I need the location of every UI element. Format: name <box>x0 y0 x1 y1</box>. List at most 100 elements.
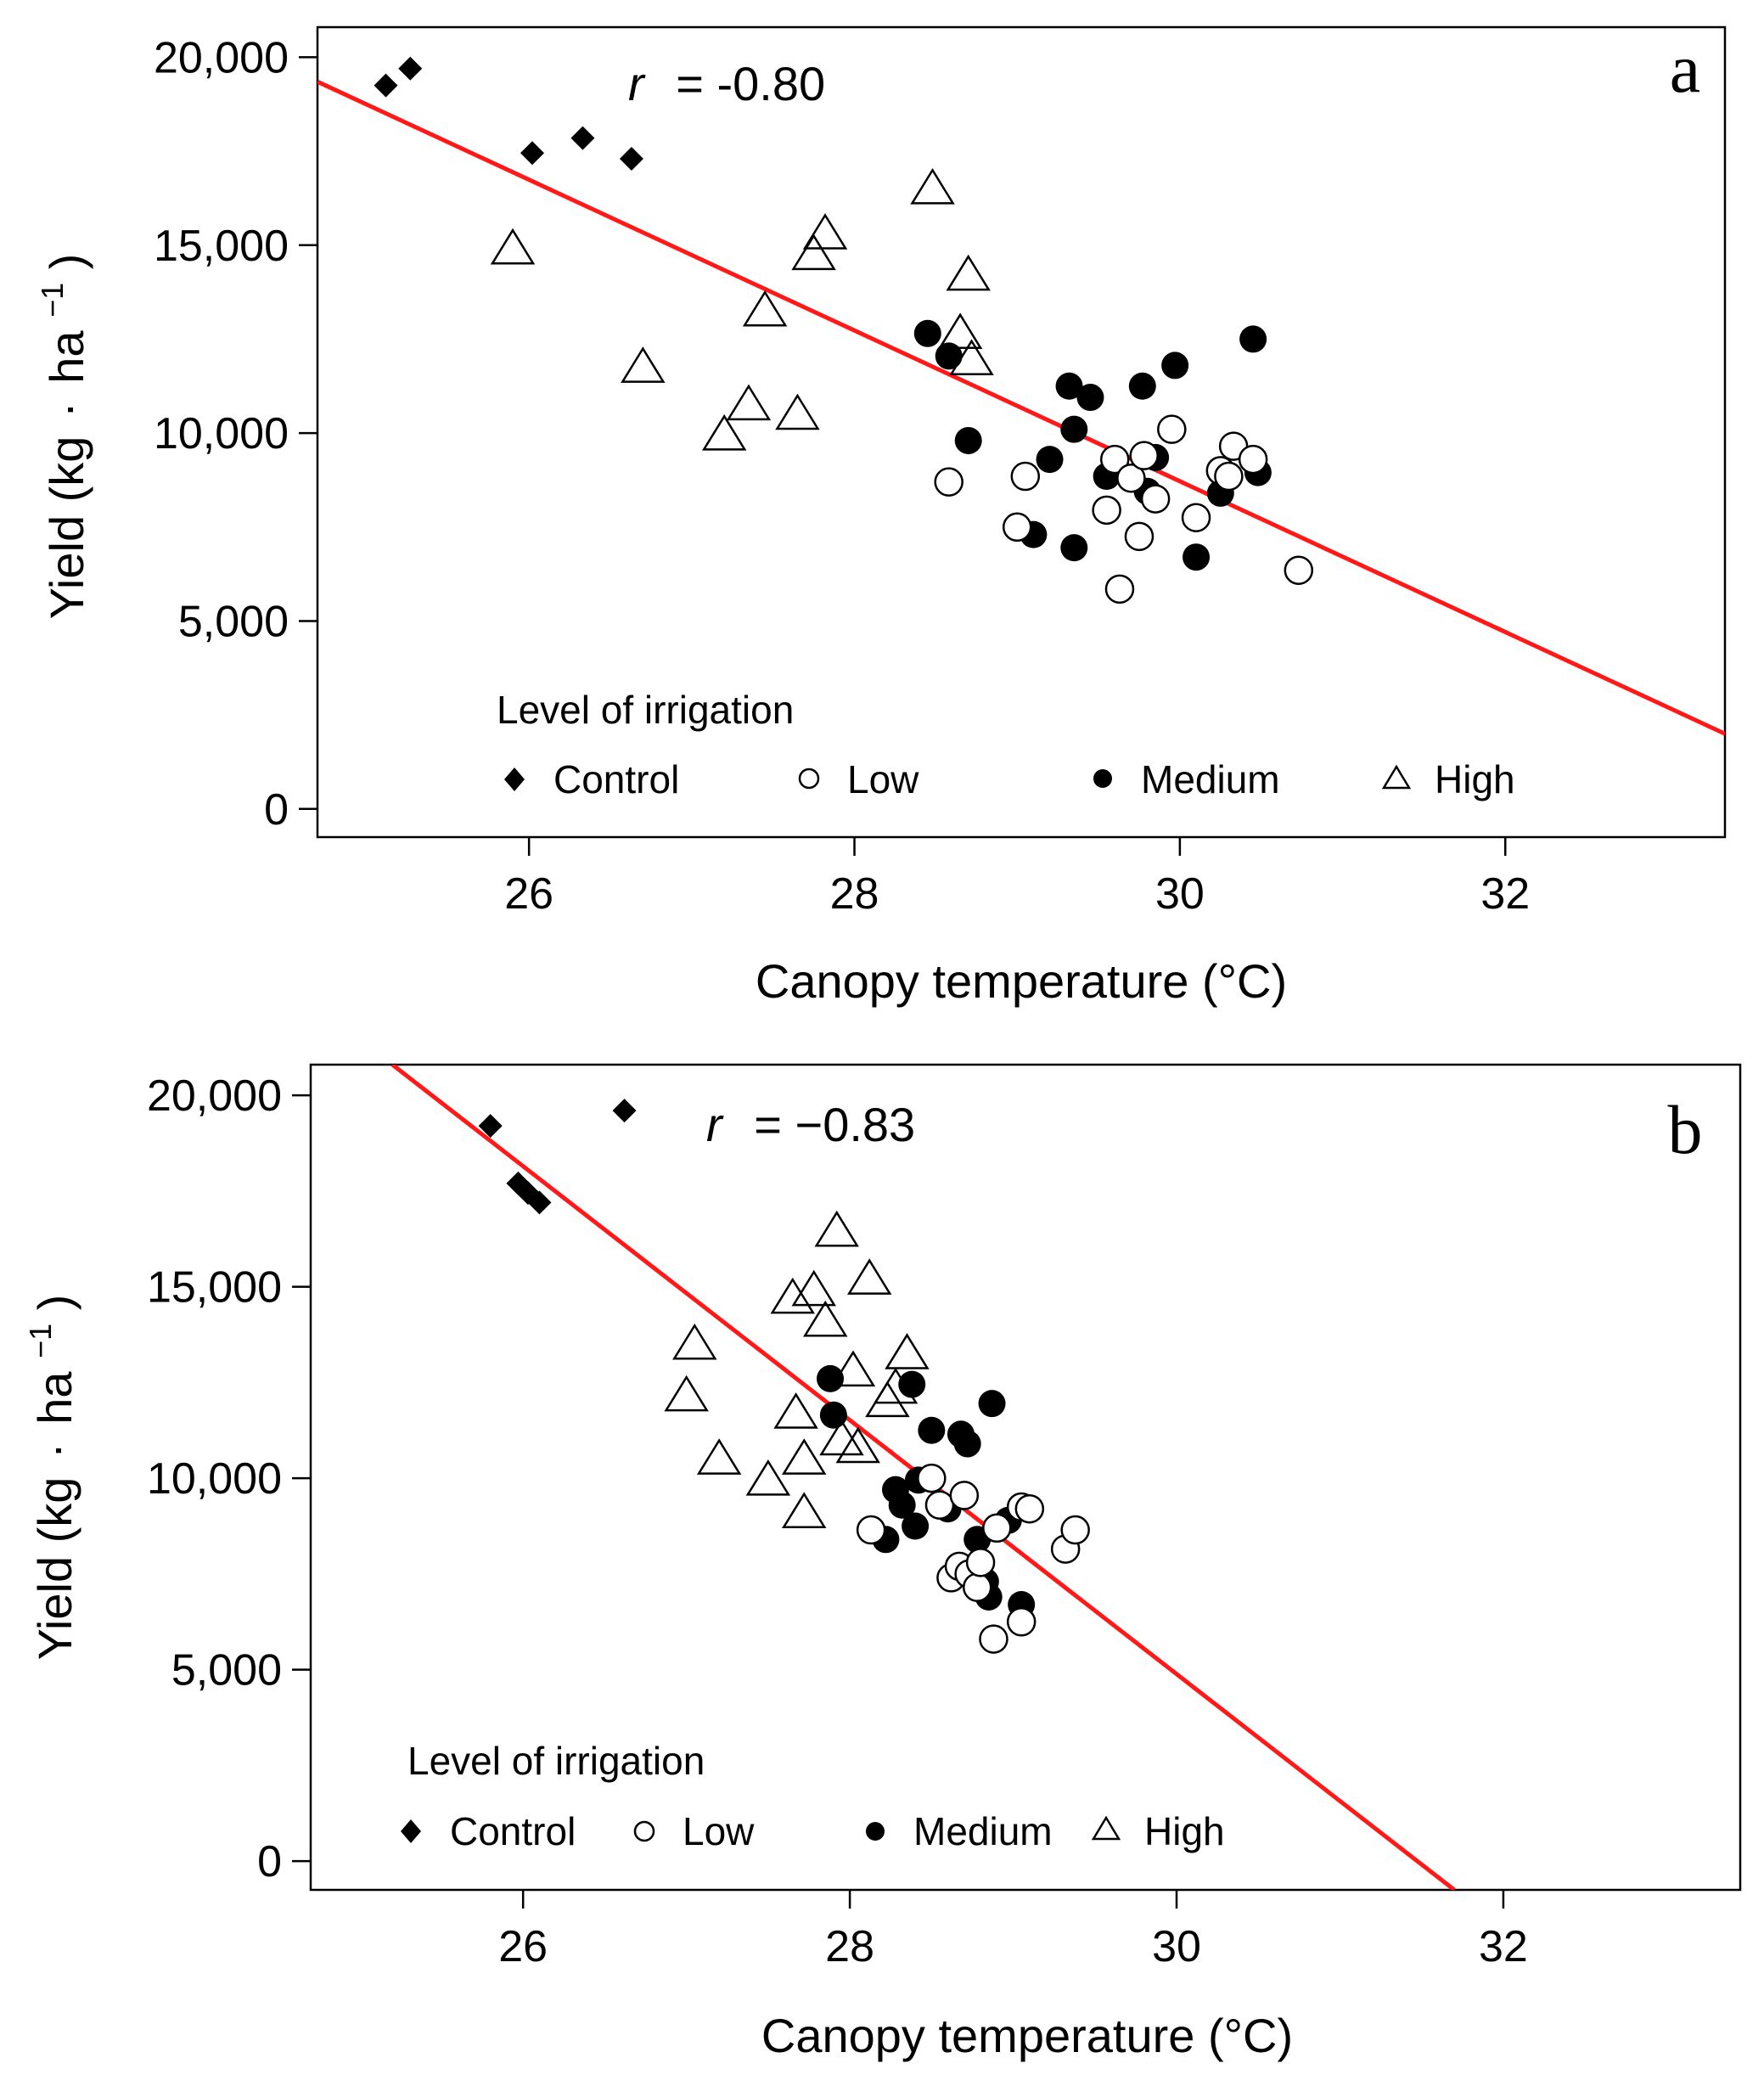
data-point-low <box>856 1515 886 1545</box>
x-tick-label: 30 <box>1155 869 1205 919</box>
y-tick-label: 15,000 <box>154 222 289 271</box>
data-point-medium <box>819 1401 847 1429</box>
data-point-low <box>1157 414 1187 444</box>
panel-a-legend-title: Level of irrigation <box>497 688 794 732</box>
filled-circle-icon <box>866 1822 885 1841</box>
data-point-high <box>937 312 983 350</box>
data-point-high <box>910 167 955 205</box>
data-point-high <box>745 1459 791 1496</box>
data-point-low <box>1116 463 1146 493</box>
data-point-high <box>621 346 666 383</box>
y-tick-label: 10,000 <box>147 1454 282 1504</box>
panel-b-correlation-equals: = <box>754 1098 782 1151</box>
panel-b-legend-low-label: Low <box>683 1809 755 1853</box>
data-point-high <box>701 413 747 451</box>
data-point-low <box>1014 1493 1045 1524</box>
data-point-high <box>726 384 772 421</box>
panel-a-y-label-suffix: ) <box>40 254 93 270</box>
panel-b-y-label-prefix: Yield (kg <box>28 1477 81 1661</box>
panel-b-legend-medium-label: Medium <box>913 1809 1053 1853</box>
diamond-icon <box>401 1819 421 1843</box>
panel-b-legend: Level of irrigation Control Low Medium H… <box>401 1739 1225 1853</box>
panel-a-legend-medium-label: Medium <box>1141 757 1280 801</box>
panel-b-y-label-unit: ha <box>28 1371 81 1425</box>
panel-a-legend-high-label: High <box>1435 757 1515 801</box>
panel-a-chart: 0 5,000 10,000 15,000 20,000 26 28 30 32 a r = … <box>20 25 1727 1008</box>
panel-b-legend-control-label: Control <box>450 1809 576 1853</box>
data-point-control <box>619 146 643 171</box>
data-point-medium <box>954 426 982 454</box>
panel-b-legend-medium: Medium <box>866 1809 1053 1853</box>
data-point-high <box>791 1269 837 1307</box>
data-point-medium <box>1128 372 1156 400</box>
data-point-high <box>696 1438 742 1475</box>
data-point-high <box>773 1392 818 1429</box>
data-point-medium <box>953 1430 981 1458</box>
panel-b-y-axis-label: Yield (kg · ha −1 ) <box>8 1295 81 1661</box>
panel-a-y-axis: 0 5,000 10,000 15,000 20,000 <box>154 33 317 835</box>
filled-circle-icon <box>1093 769 1112 788</box>
data-point-medium <box>1239 325 1267 353</box>
panel-b-legend-control: Control <box>401 1809 576 1853</box>
data-point-high <box>781 1492 827 1528</box>
panel-a-correlation-equals: = <box>676 57 704 110</box>
panel-b-data-points <box>478 1099 1090 1654</box>
data-point-low <box>1092 495 1121 526</box>
x-tick-label: 28 <box>825 1922 874 1971</box>
data-point-medium <box>1161 351 1189 380</box>
panel-a-legend-low: Low <box>798 757 919 801</box>
x-tick-label: 32 <box>1480 869 1530 919</box>
x-tick-label: 28 <box>830 869 879 919</box>
data-point-low <box>1140 484 1171 514</box>
panel-b-y-label-suffix: ) <box>28 1295 81 1311</box>
panel-a-y-label-dot: · <box>40 402 93 418</box>
y-tick-label: 10,000 <box>154 409 289 458</box>
panel-a-y-label-exp: −1 <box>35 283 70 318</box>
diamond-icon <box>504 767 525 791</box>
y-tick-label: 5,000 <box>178 597 289 646</box>
panel-b-letter: b <box>1668 1091 1703 1168</box>
data-point-low <box>1060 1515 1090 1545</box>
data-point-medium <box>1183 543 1211 571</box>
open-circle-icon <box>633 1820 655 1842</box>
data-point-low <box>1129 441 1159 470</box>
data-point-high <box>802 213 848 250</box>
data-point-medium <box>902 1512 930 1540</box>
panel-a-correlation-value: -0.80 <box>716 57 825 110</box>
data-point-low <box>1006 1607 1036 1637</box>
data-point-control <box>478 1114 503 1139</box>
data-point-low <box>1284 555 1314 585</box>
data-point-high <box>830 1350 876 1387</box>
panel-b-y-axis: 0 5,000 10,000 15,000 20,000 <box>147 1071 311 1886</box>
data-point-medium <box>898 1370 926 1398</box>
data-point-high <box>742 290 788 327</box>
data-point-high <box>814 1210 859 1247</box>
panel-a-y-axis-label: Yield (kg · ha −1 ) <box>20 254 93 620</box>
y-tick-label: 0 <box>264 785 289 835</box>
data-point-low <box>962 1572 992 1602</box>
panel-a-y-label-prefix: Yield (kg <box>40 436 93 620</box>
data-point-low <box>917 1463 947 1493</box>
x-tick-label: 26 <box>498 1922 548 1971</box>
y-tick-label: 20,000 <box>154 33 289 82</box>
data-point-high <box>775 393 820 430</box>
panel-b-correlation: r = −0.83 <box>706 1098 915 1151</box>
panel-a-x-axis-label: Canopy temperature (°C) <box>756 954 1287 1008</box>
data-point-high <box>846 1258 892 1295</box>
data-point-control <box>570 126 595 150</box>
data-point-high <box>770 1277 815 1314</box>
data-point-medium <box>978 1390 1006 1418</box>
data-point-high <box>672 1323 717 1360</box>
panel-b-x-axis-label: Canopy temperature (°C) <box>761 2009 1293 2062</box>
data-point-control <box>612 1099 637 1123</box>
panel-b-legend-high-label: High <box>1144 1809 1225 1853</box>
data-point-low <box>1099 444 1130 475</box>
panel-b-y-label-exp: −1 <box>23 1324 58 1358</box>
data-point-low <box>949 1481 980 1510</box>
data-point-low <box>1214 461 1244 492</box>
data-point-high <box>835 1426 880 1464</box>
panel-a-legend: Level of irrigation Control Low Medium H… <box>497 688 1515 801</box>
x-tick-label: 26 <box>504 869 553 919</box>
panel-a-legend-control-label: Control <box>553 757 679 801</box>
